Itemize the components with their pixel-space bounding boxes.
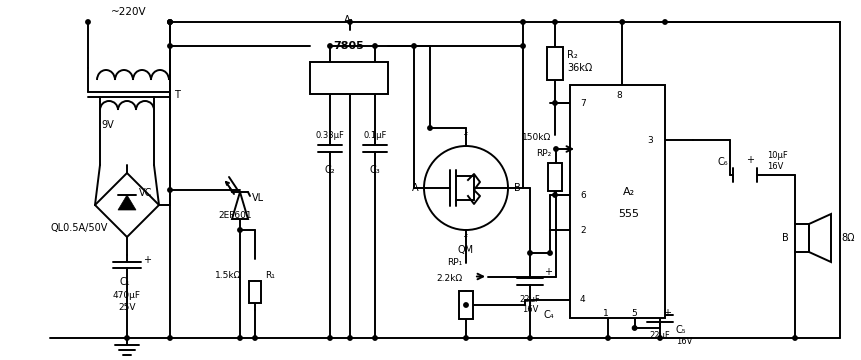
Circle shape [552,20,556,24]
Circle shape [463,303,468,307]
Text: R₁: R₁ [264,270,275,279]
Text: 8Ω: 8Ω [840,233,853,243]
Text: ~220V: ~220V [111,7,146,17]
Circle shape [520,44,524,48]
Circle shape [168,188,172,192]
Circle shape [372,44,377,48]
Text: B: B [513,183,520,193]
Text: R₂: R₂ [567,50,577,60]
Text: 1.5kΩ: 1.5kΩ [214,270,241,279]
Text: 4: 4 [579,296,585,305]
Circle shape [427,126,431,130]
Text: A₁: A₁ [344,15,354,25]
Text: 16V: 16V [521,306,537,315]
Text: f: f [464,234,468,244]
Text: 16V: 16V [675,337,691,346]
Circle shape [412,44,416,48]
Text: 5: 5 [631,309,637,318]
Text: QM: QM [457,245,474,255]
Text: 0.33μF: 0.33μF [315,131,344,140]
Text: C₃: C₃ [369,165,380,175]
Text: C₆: C₆ [717,157,728,167]
Text: 36kΩ: 36kΩ [567,63,592,73]
Text: +: + [543,267,551,277]
Text: B: B [781,233,788,243]
Circle shape [553,147,558,151]
Circle shape [463,336,468,340]
Bar [547,47,562,80]
Circle shape [520,20,524,24]
Text: 8: 8 [616,90,622,99]
Text: 1: 1 [603,309,608,318]
Text: 2.2kΩ: 2.2kΩ [436,274,461,283]
Circle shape [552,193,556,197]
Text: C₄: C₄ [543,310,554,320]
Circle shape [168,20,172,24]
Bar [458,291,473,319]
Text: 10μF: 10μF [766,150,787,159]
Circle shape [605,336,610,340]
Circle shape [792,336,796,340]
Text: 3: 3 [647,135,653,144]
Text: 22μF: 22μF [519,296,540,305]
Text: 25V: 25V [118,303,135,312]
Text: A: A [412,183,418,193]
Circle shape [552,101,556,105]
Bar [794,224,808,252]
Text: 7: 7 [579,99,585,108]
Text: +: + [143,255,151,265]
Circle shape [347,20,352,24]
Circle shape [168,20,172,24]
Circle shape [238,336,242,340]
Text: +: + [745,155,753,165]
Text: 2EF601: 2EF601 [218,211,251,220]
Text: 0.1μF: 0.1μF [362,131,387,140]
Text: 7805: 7805 [333,41,364,51]
Text: A₂: A₂ [623,186,635,197]
Text: 9V: 9V [102,120,115,130]
Text: C₅: C₅ [675,325,685,335]
Bar [249,281,261,303]
Text: 6: 6 [579,190,585,199]
Circle shape [347,336,352,340]
Circle shape [238,228,242,232]
Circle shape [125,336,129,340]
Text: VL: VL [251,193,263,203]
Text: 555: 555 [617,208,639,219]
Circle shape [327,336,331,340]
Circle shape [327,44,331,48]
Bar [310,62,387,94]
Circle shape [168,20,172,24]
Text: +: + [662,308,670,318]
Bar [569,85,664,318]
Circle shape [252,336,257,340]
Circle shape [168,336,172,340]
Text: 2: 2 [579,225,585,234]
Polygon shape [118,195,136,210]
Circle shape [547,251,552,255]
Circle shape [632,326,636,330]
Text: T: T [174,90,180,100]
Circle shape [527,336,531,340]
Text: RP₁: RP₁ [446,258,461,267]
Text: C₂: C₂ [325,165,335,175]
Circle shape [86,20,90,24]
Text: VC: VC [139,188,152,198]
Text: C₁: C₁ [120,277,130,287]
Text: RP₂: RP₂ [536,149,550,158]
Polygon shape [232,192,248,219]
Text: 22μF: 22μF [649,330,670,339]
Text: 16V: 16V [766,162,783,171]
Circle shape [662,20,666,24]
Circle shape [527,251,531,255]
Circle shape [619,20,623,24]
Text: QL0.5A/50V: QL0.5A/50V [50,223,108,233]
Text: f: f [464,132,468,142]
Text: 150kΩ: 150kΩ [521,132,550,141]
Circle shape [657,336,661,340]
Circle shape [372,336,377,340]
Text: 470μF: 470μF [113,292,141,301]
Bar [548,163,561,191]
Circle shape [168,44,172,48]
